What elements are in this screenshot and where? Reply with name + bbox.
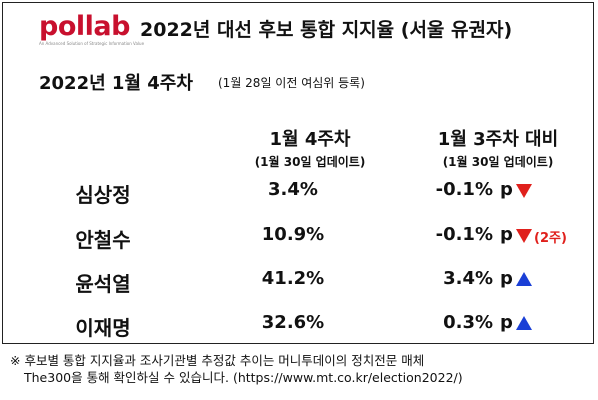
week-label: 2022년 1월 4주차 bbox=[39, 73, 193, 94]
table-row: 안철수 10.9% -0.1% p (2주) bbox=[3, 224, 593, 264]
support-value: 32.6% bbox=[261, 312, 325, 333]
support-value: 3.4% bbox=[268, 179, 318, 200]
header: pollab An Advanced Solution of Strategic… bbox=[3, 3, 593, 59]
footnote-line-1: ※ 후보별 통합 지지율과 조사기관별 추정값 추이는 머니투데이의 정치전문 … bbox=[10, 353, 425, 368]
poll-card: pollab An Advanced Solution of Strategic… bbox=[2, 2, 594, 344]
candidate-name: 안철수 bbox=[75, 228, 131, 252]
change-value: -0.1% bbox=[435, 179, 493, 200]
candidate-name: 심상정 bbox=[75, 183, 131, 207]
page-title: 2022년 대선 후보 통합 지지율 (서울 유권자) bbox=[140, 19, 513, 41]
column-title-current: 1월 4주차 bbox=[269, 129, 351, 150]
pollab-logo: pollab bbox=[39, 11, 130, 42]
down-triangle-icon bbox=[516, 229, 532, 243]
change-value: 0.3% bbox=[443, 312, 493, 333]
support-value: 10.9% bbox=[261, 224, 325, 245]
unit-p: p bbox=[500, 268, 513, 289]
unit-p: p bbox=[500, 312, 513, 333]
table-row: 이재명 32.6% 0.3% p bbox=[3, 312, 593, 352]
support-value: 41.2% bbox=[261, 268, 325, 289]
column-header-current: 1월 4주차 (1월 30일 업데이트) bbox=[225, 125, 395, 170]
column-header-change: 1월 3주차 대비 (1월 30일 업데이트) bbox=[413, 125, 583, 170]
down-triangle-icon bbox=[516, 184, 532, 198]
column-sub-current: (1월 30일 업데이트) bbox=[254, 155, 366, 169]
candidate-name: 이재명 bbox=[75, 316, 131, 340]
footnote-line-2: The300을 통해 확인하실 수 있습니다. (https://www.mt.… bbox=[24, 370, 463, 385]
week-note: (1월 28일 이전 여심위 등록) bbox=[218, 76, 365, 90]
unit-p: p bbox=[500, 179, 513, 200]
consecutive-weeks-note: (2주) bbox=[534, 231, 567, 246]
logo-tagline: An Advanced Solution of Strategic Inform… bbox=[39, 41, 145, 46]
up-triangle-icon bbox=[516, 272, 532, 286]
candidate-name: 윤석열 bbox=[75, 272, 131, 296]
change-value: -0.1% bbox=[435, 224, 493, 245]
change-value: 3.4% bbox=[443, 268, 493, 289]
column-sub-change: (1월 30일 업데이트) bbox=[442, 155, 554, 169]
column-title-change: 1월 3주차 대비 bbox=[437, 129, 559, 150]
footnote: ※ 후보별 통합 지지율과 조사기관별 추정값 추이는 머니투데이의 정치전문 … bbox=[10, 352, 463, 386]
up-triangle-icon bbox=[516, 316, 532, 330]
unit-p: p bbox=[500, 224, 513, 245]
table-row: 심상정 3.4% -0.1% p bbox=[3, 179, 593, 219]
table-row: 윤석열 41.2% 3.4% p bbox=[3, 268, 593, 308]
